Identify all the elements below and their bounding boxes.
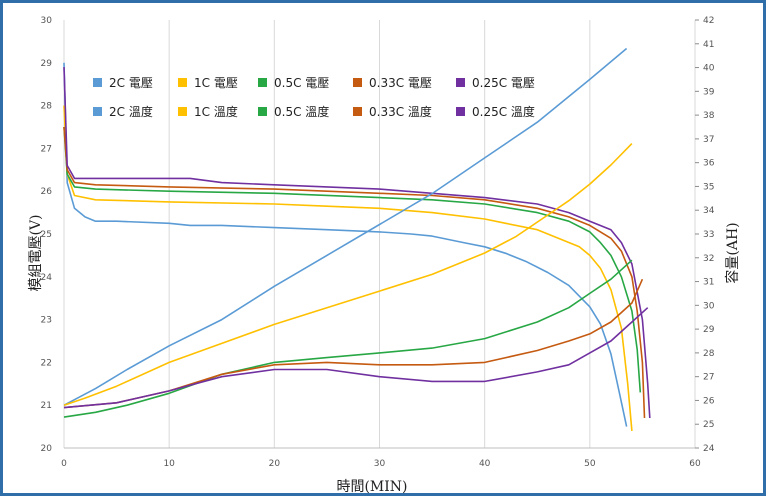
right-y-tick-label: 39 [703,87,715,97]
series-line-8 [63,278,644,409]
legend-swatch [93,78,102,87]
legend-swatch [258,78,267,87]
right-y-tick-label: 29 [703,325,715,335]
left-y-tick-label: 20 [41,444,53,454]
right-y-tick-label: 31 [703,278,714,288]
right-y-tick-label: 32 [703,254,714,264]
right-y-tick-label: 25 [703,420,714,430]
series-line-1 [63,105,633,431]
legend: 2C 電壓 1C 電壓 0.5C 電壓 0.33C 電壓 0.25C 電壓 2C 溫度 1C… [93,76,535,119]
x-tick-label: 30 [374,459,386,469]
legend-swatch [93,107,102,116]
right-y-tick-labels: 24 25 26 27 28 29 30 31 32 33 34 35 36 37 38 39 40 41 42 [703,16,715,454]
left-y-tick-labels: 20 21 22 23 24 25 26 27 28 29 30 [41,16,53,454]
right-y-tick-label: 30 [703,301,715,311]
right-y-tick-label: 36 [703,159,715,169]
series-line-5 [63,47,628,406]
legend-label: 1C 電壓 [194,76,238,90]
legend-swatch [178,107,187,116]
left-y-tick-label: 28 [41,102,53,112]
right-y-tick-label: 28 [703,349,715,359]
legend-label: 0.25C 電壓 [472,76,535,90]
x-tick-labels: 0 10 20 30 40 50 60 [61,459,701,469]
right-y-tick-label: 27 [703,373,714,383]
series-lines [63,47,651,431]
right-y-tick-label: 35 [703,182,714,192]
left-y-tick-label: 30 [41,16,53,26]
left-y-tick-label: 25 [41,230,52,240]
legend-label: 2C 溫度 [109,104,153,119]
legend-label: 1C 溫度 [194,104,238,119]
legend-swatch [456,107,465,116]
right-y-tick-label: 26 [703,396,715,406]
x-tick-label: 20 [269,459,281,469]
series-line-9 [63,307,649,409]
series-line-3 [63,126,646,419]
left-y-axis-label: 模組電壓(V) [28,214,44,291]
left-y-tick-label: 27 [41,144,52,154]
series-line-0 [63,62,628,427]
left-y-tick-label: 29 [41,59,53,69]
x-tick-label: 40 [479,459,491,469]
left-y-tick-label: 26 [41,187,53,197]
legend-label: 2C 電壓 [109,76,153,90]
legend-label: 0.5C 電壓 [274,76,329,90]
legend-label: 0.33C 溫度 [369,104,432,119]
right-y-tick-label: 33 [703,230,714,240]
left-y-tick-label: 23 [41,316,52,326]
legend-swatch [456,78,465,87]
right-y-tick-label: 37 [703,135,714,145]
right-y-axis-label: 容量(AH) [724,222,741,283]
x-tick-label: 0 [61,459,67,469]
left-y-tick-label: 22 [41,358,52,368]
right-y-tick-label: 42 [703,16,714,26]
legend-swatch [353,107,362,116]
right-y-tick-label: 41 [703,40,714,50]
series-line-7 [63,259,633,418]
legend-swatch [353,78,362,87]
left-y-tick-label: 21 [41,401,52,411]
right-y-tick-label: 38 [703,111,715,121]
legend-label: 0.33C 電壓 [369,76,432,90]
x-tick-label: 60 [689,459,701,469]
x-tick-label: 50 [584,459,596,469]
series-line-2 [63,126,642,393]
right-y-tick-label: 24 [703,444,715,454]
legend-swatch [258,107,267,116]
x-axis-label: 時間(MIN) [336,479,407,495]
left-y-tick-label: 24 [41,273,53,283]
series-line-4 [63,67,651,419]
legend-label: 0.5C 溫度 [274,104,329,119]
legend-label: 0.25C 溫度 [472,104,535,119]
x-tick-label: 10 [163,459,175,469]
legend-swatch [178,78,187,87]
right-y-tick-label: 40 [703,64,715,74]
series-line-6 [63,143,633,406]
right-y-tick-label: 34 [703,206,715,216]
